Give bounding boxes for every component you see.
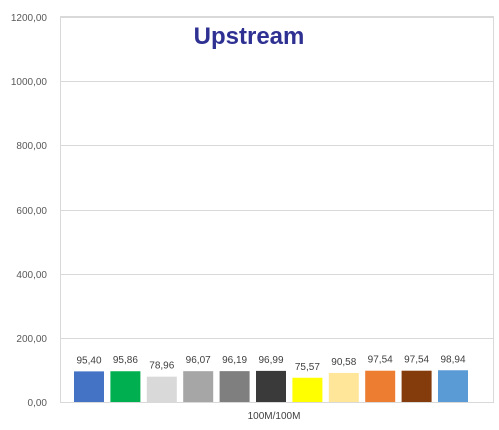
- y-tick-label: 1200,00: [11, 13, 48, 24]
- bar-value-label: 96,99: [258, 355, 283, 366]
- bar: [292, 377, 323, 402]
- bar-value-label: 96,19: [222, 355, 247, 366]
- bar: [183, 371, 214, 402]
- gridlines: [61, 17, 493, 339]
- bar-value-label: 78,96: [149, 361, 174, 372]
- bar-value-label: 75,57: [295, 362, 320, 373]
- plot-border: [60, 16, 494, 403]
- bars: [74, 370, 468, 402]
- bar-value-label: 98,94: [440, 354, 465, 365]
- bar: [401, 370, 432, 402]
- bar-value-label: 90,58: [331, 357, 356, 368]
- bar: [256, 370, 286, 402]
- x-category-label: 100M/100M: [248, 411, 301, 422]
- y-tick-label: 800,00: [16, 141, 47, 152]
- bar-value-label: 97,54: [368, 355, 393, 366]
- bar-value-label: 96,07: [186, 355, 211, 366]
- bar-value-label: 95,86: [113, 355, 138, 366]
- y-tick-label: 400,00: [16, 270, 47, 281]
- bar: [438, 370, 468, 402]
- y-axis: 0,00 200,00 400,00 600,00 800,00 1000,00 1200,…: [11, 13, 48, 409]
- y-tick-label: 200,00: [16, 334, 47, 345]
- y-tick-label: 600,00: [16, 206, 47, 217]
- bar-value-label: 95,40: [76, 355, 101, 366]
- y-tick-label: 1000,00: [11, 77, 48, 88]
- data-labels: 95,40 95,86 78,96 96,07 96,19 96,99 75,57 90,58…: [76, 354, 465, 372]
- bar: [219, 371, 250, 402]
- bar: [365, 370, 396, 402]
- y-tick-label: 0,00: [28, 398, 48, 409]
- bar-value-label: 97,54: [404, 355, 429, 366]
- chart-title: Upstream: [194, 23, 305, 50]
- bar: [74, 371, 104, 402]
- bar: [146, 376, 177, 402]
- bar: [328, 372, 359, 402]
- bar: [110, 371, 141, 402]
